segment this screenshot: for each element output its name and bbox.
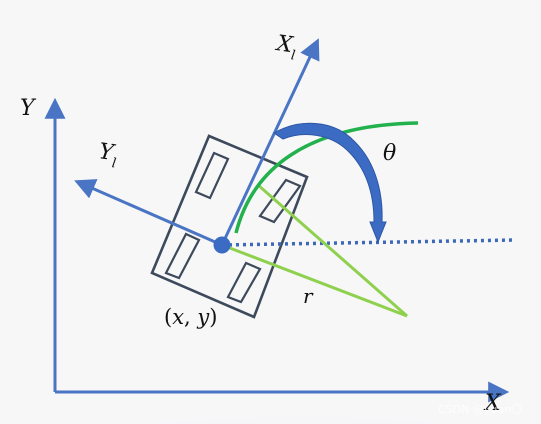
position-close-paren: ) xyxy=(209,305,217,329)
position-open-paren: ( xyxy=(164,305,172,329)
position-y: y xyxy=(196,305,210,329)
local-y-axis xyxy=(74,179,223,247)
local-x-axis-subscript: l xyxy=(290,48,296,63)
global-y-axis-label: Y xyxy=(20,96,37,121)
wheel-front-left xyxy=(194,151,230,200)
local-x-axis xyxy=(220,38,320,246)
radius-line-front xyxy=(257,183,408,318)
radius-label: r xyxy=(303,284,314,308)
position-label: (x, y) xyxy=(164,305,217,329)
radius-line-rear xyxy=(221,243,408,318)
wheel-rear-right xyxy=(226,261,262,304)
local-x-axis-label: Xl xyxy=(272,31,298,64)
wheel-front-right xyxy=(258,178,302,224)
background-glow xyxy=(4,350,541,424)
theta-arrow xyxy=(273,122,387,244)
local-y-axis-subscript: l xyxy=(111,156,117,171)
wheel-rear-left xyxy=(164,232,201,280)
theta-label: θ xyxy=(383,141,396,166)
local-y-axis-label: Yl xyxy=(96,139,119,171)
vehicle-body xyxy=(150,134,309,319)
position-x: x xyxy=(172,305,184,329)
wheels xyxy=(164,151,302,304)
watermark: CSDN @yuan〇 xyxy=(438,403,522,416)
reference-dotted-line xyxy=(221,238,516,247)
global-x-axis-label: X xyxy=(483,391,502,416)
local-x-axis-letter: X xyxy=(273,31,295,58)
steering-arc xyxy=(234,121,419,234)
vehicle-center-point xyxy=(213,236,231,254)
position-comma: , xyxy=(184,305,197,329)
local-y-axis-letter: Y xyxy=(97,139,117,166)
